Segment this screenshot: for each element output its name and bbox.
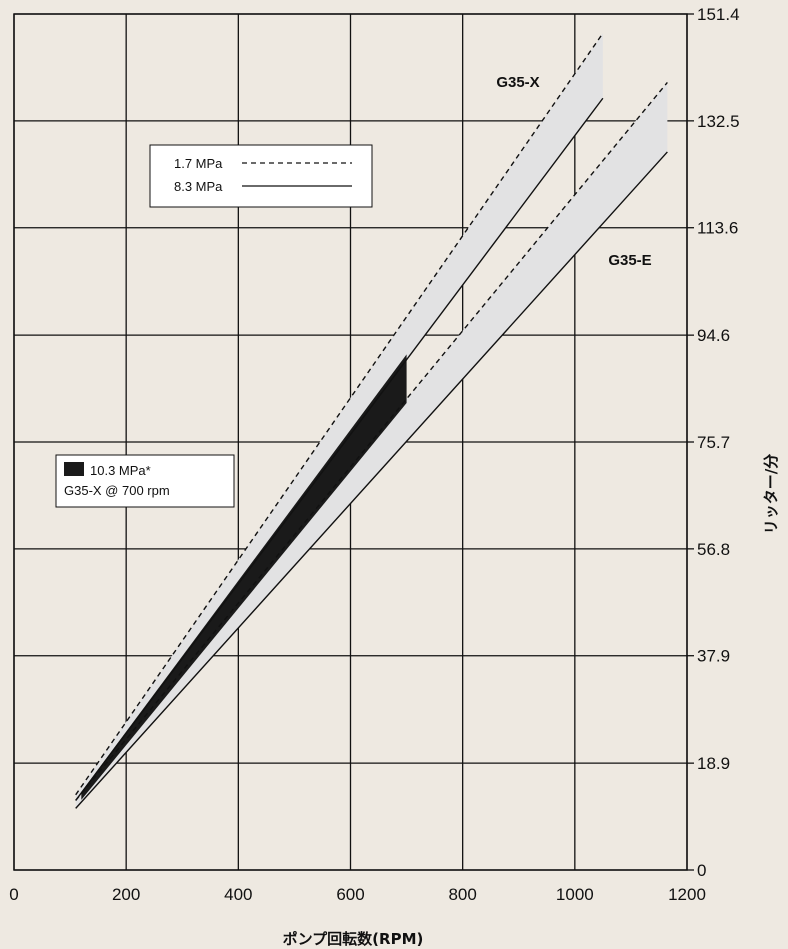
y-tick-label: 94.6 <box>697 326 730 345</box>
series-label-g35-x: G35-X <box>496 74 539 91</box>
highlight-legend-swatch <box>64 462 84 476</box>
band-g35-x <box>75 33 603 801</box>
y-tick-label: 113.6 <box>697 219 738 238</box>
highlight-legend: 10.3 MPa* G35-X @ 700 rpm <box>55 454 235 508</box>
legend-label-g35-x-700rpm: G35-X @ 700 rpm <box>64 483 170 498</box>
legend-label-8-3mpa: 8.3 MPa <box>174 179 223 194</box>
legend-label-1-7mpa: 1.7 MPa <box>174 156 223 171</box>
y-axis-title: リッター/分 <box>762 454 780 534</box>
line-layer <box>75 32 668 809</box>
y-tick-label: 18.9 <box>697 754 730 773</box>
y-tick-label: 132.5 <box>697 112 740 131</box>
series-line-g35-e-8-3mpa <box>75 151 668 809</box>
x-axis-title: ポンプ回転数(RPM) <box>283 930 424 948</box>
x-tick-label: 200 <box>112 885 140 904</box>
frame-layer <box>13 13 688 871</box>
x-tick-label: 1000 <box>556 885 594 904</box>
y-tick-label: 151.4 <box>697 5 740 24</box>
x-tick-label: 400 <box>224 885 252 904</box>
x-tick-label: 1200 <box>668 885 706 904</box>
tick-layer: 0 200 400 600 800 1000 1200 0 18.9 37.9 56.8 75.7 94… <box>9 5 739 904</box>
series-line-g35-x-1-7mpa <box>75 32 604 796</box>
pressure-legend: 1.7 MPa 8.3 MPa <box>149 144 373 208</box>
legend-label-10-3mpa: 10.3 MPa* <box>90 463 151 478</box>
y-tick-label: 56.8 <box>697 540 730 559</box>
highlight-legend-box <box>55 454 235 508</box>
series-line-g35-x-8-3mpa <box>75 97 604 801</box>
plot-frame <box>13 13 688 871</box>
pressure-legend-box <box>149 144 373 208</box>
series-label-g35-e: G35-E <box>608 252 651 269</box>
x-tick-label: 800 <box>448 885 476 904</box>
series-line-g35-e-1-7mpa <box>75 81 668 801</box>
y-tick-label: 75.7 <box>697 433 730 452</box>
x-tick-label: 0 <box>9 885 18 904</box>
y-tick-label: 37.9 <box>697 647 730 666</box>
y-tick-label: 0 <box>697 861 706 880</box>
x-tick-label: 600 <box>336 885 364 904</box>
